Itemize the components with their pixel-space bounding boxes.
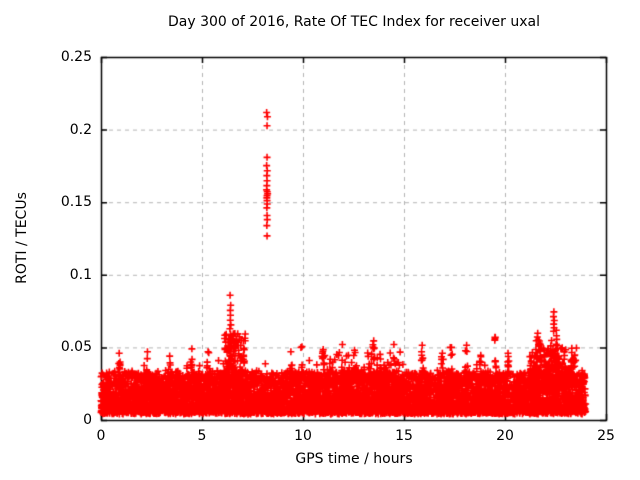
y-tick-label: 0 bbox=[83, 412, 92, 428]
y-tick-label: 0.25 bbox=[60, 49, 92, 65]
x-axis-label: GPS time / hours bbox=[295, 451, 413, 467]
y-tick-label: 0.05 bbox=[60, 339, 92, 356]
y-tick-label: 0.1 bbox=[69, 266, 92, 283]
chart-title: Day 300 of 2016, Rate Of TEC Index for r… bbox=[168, 14, 540, 30]
x-tick-label: 25 bbox=[597, 428, 615, 444]
y-tick-label: 0.15 bbox=[60, 194, 92, 211]
x-tick-label: 20 bbox=[496, 428, 514, 444]
x-tick-label: 10 bbox=[294, 428, 312, 444]
x-tick-label: 0 bbox=[96, 428, 106, 444]
y-tick-label: 0.2 bbox=[69, 121, 92, 138]
x-tick-label: 5 bbox=[197, 428, 207, 444]
x-tick-label: 15 bbox=[395, 428, 413, 444]
